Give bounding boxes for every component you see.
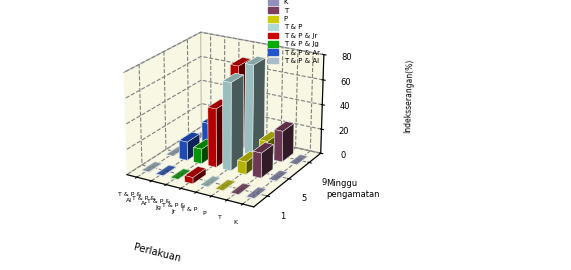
Legend: K, T, P, T & P, T & P & Jr, T & P & Jg, T & P & Ar, T & P & Al: K, T, P, T & P, T & P & Jr, T & P & Jg, … — [267, 0, 321, 65]
X-axis label: Perlakuan: Perlakuan — [133, 243, 182, 264]
Text: Minggu
pengamatan: Minggu pengamatan — [326, 180, 379, 199]
